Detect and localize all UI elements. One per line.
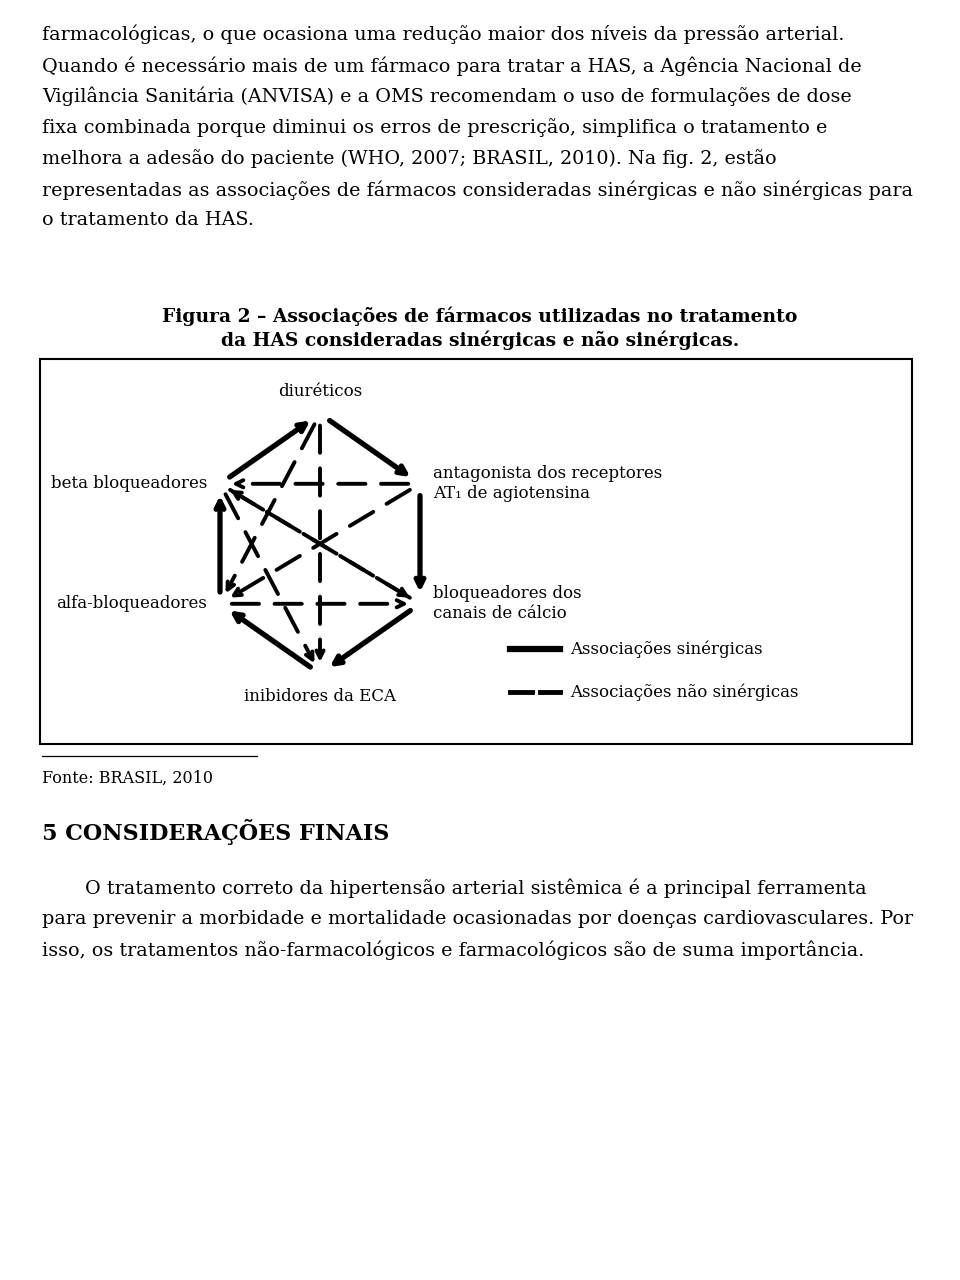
Text: antagonista dos receptores
AT₁ de agiotensina: antagonista dos receptores AT₁ de agiote… (433, 466, 662, 502)
Text: Associações não sinérgicas: Associações não sinérgicas (570, 684, 799, 700)
Text: beta bloqueadores: beta bloqueadores (51, 475, 207, 493)
Text: O tratamento correto da hipertensão arterial sistêmica é a principal ferramenta: O tratamento correto da hipertensão arte… (85, 879, 867, 899)
Text: fixa combinada porque diminui os erros de prescrição, simplifica o tratamento e: fixa combinada porque diminui os erros d… (42, 118, 828, 137)
Text: Fonte: BRASIL, 2010: Fonte: BRASIL, 2010 (42, 771, 213, 787)
Bar (40, 358, 912, 744)
Text: diuréticos: diuréticos (277, 383, 362, 399)
Text: para prevenir a morbidade e mortalidade ocasionadas por doenças cardiovasculares: para prevenir a morbidade e mortalidade … (42, 910, 913, 928)
Text: Associações sinérgicas: Associações sinérgicas (570, 640, 762, 658)
Text: isso, os tratamentos não-farmacológicos e farmacológicos são de suma importância: isso, os tratamentos não-farmacológicos … (42, 941, 864, 960)
Text: da HAS consideradas sinérgicas e não sinérgicas.: da HAS consideradas sinérgicas e não sin… (221, 330, 739, 349)
Text: Quando é necessário mais de um fármaco para tratar a HAS, a Agência Nacional de: Quando é necessário mais de um fármaco p… (42, 56, 862, 76)
Text: Vigilância Sanitária (ANVISA) e a OMS recomendam o uso de formulações de dose: Vigilância Sanitária (ANVISA) e a OMS re… (42, 87, 852, 106)
Text: inibidores da ECA: inibidores da ECA (244, 687, 396, 705)
Text: representadas as associações de fármacos consideradas sinérgicas e não sinérgica: representadas as associações de fármacos… (42, 180, 913, 200)
Text: o tratamento da HAS.: o tratamento da HAS. (42, 211, 253, 229)
Text: bloqueadores dos
canais de cálcio: bloqueadores dos canais de cálcio (433, 585, 582, 622)
Text: farmacológicas, o que ocasiona uma redução maior dos níveis da pressão arterial.: farmacológicas, o que ocasiona uma reduç… (42, 26, 845, 45)
Text: melhora a adesão do paciente (WHO, 2007; BRASIL, 2010). Na fig. 2, estão: melhora a adesão do paciente (WHO, 2007;… (42, 148, 777, 168)
Text: 5 CONSIDERAÇÕES FINAIS: 5 CONSIDERAÇÕES FINAIS (42, 819, 390, 845)
Text: alfa-bloqueadores: alfa-bloqueadores (56, 595, 207, 612)
Text: Figura 2 – Associações de fármacos utilizadas no tratamento: Figura 2 – Associações de fármacos utili… (162, 307, 798, 326)
